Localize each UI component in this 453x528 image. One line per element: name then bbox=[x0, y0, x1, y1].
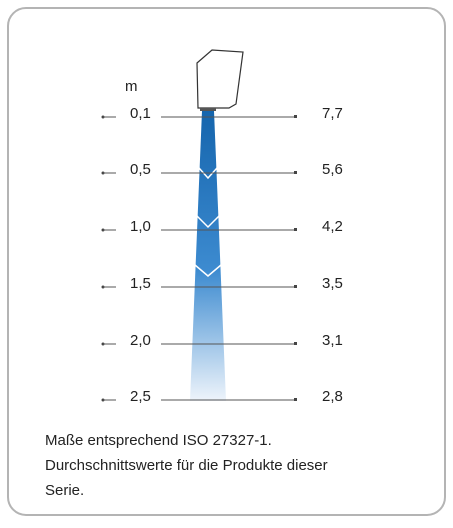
distance-label: 0,1 bbox=[130, 105, 151, 122]
lead-dot bbox=[294, 285, 297, 288]
value-label: 5,6 bbox=[322, 161, 343, 178]
value-label: 4,2 bbox=[322, 218, 343, 235]
lead-dot bbox=[294, 171, 297, 174]
lead-dot bbox=[294, 228, 297, 231]
beam-chevron bbox=[198, 167, 218, 180]
value-label: 2,8 bbox=[322, 388, 343, 405]
lead-dot bbox=[294, 342, 297, 345]
distance-label: 2,5 bbox=[130, 388, 151, 405]
caption-line: Serie. bbox=[45, 482, 84, 499]
value-label: 3,1 bbox=[322, 332, 343, 349]
distance-label: 2,0 bbox=[130, 332, 151, 349]
lead-dot bbox=[294, 398, 297, 401]
beam-chevron bbox=[194, 264, 222, 277]
distance-label: 1,5 bbox=[130, 275, 151, 292]
distance-label: 0,5 bbox=[130, 161, 151, 178]
beam bbox=[190, 111, 226, 401]
unit-label: m bbox=[125, 78, 138, 95]
sensor-head bbox=[196, 49, 244, 109]
beam-chevron bbox=[196, 215, 220, 229]
sensor-lens bbox=[200, 108, 216, 111]
rows: 0,1 7,7 0,5 5,6 1,0 4,2 1,5 3,5 2,0 3,1 2,5 2,8 bbox=[101, 105, 343, 405]
caption-line: Durchschnittswerte für die Produkte dies… bbox=[45, 457, 328, 474]
frame bbox=[7, 7, 446, 516]
distance-label: 1,0 bbox=[130, 218, 151, 235]
value-label: 7,7 bbox=[322, 105, 343, 122]
value-label: 3,5 bbox=[322, 275, 343, 292]
caption-line: Maße entsprechend ISO 27327-1. bbox=[45, 432, 272, 449]
lead-dot bbox=[294, 115, 297, 118]
